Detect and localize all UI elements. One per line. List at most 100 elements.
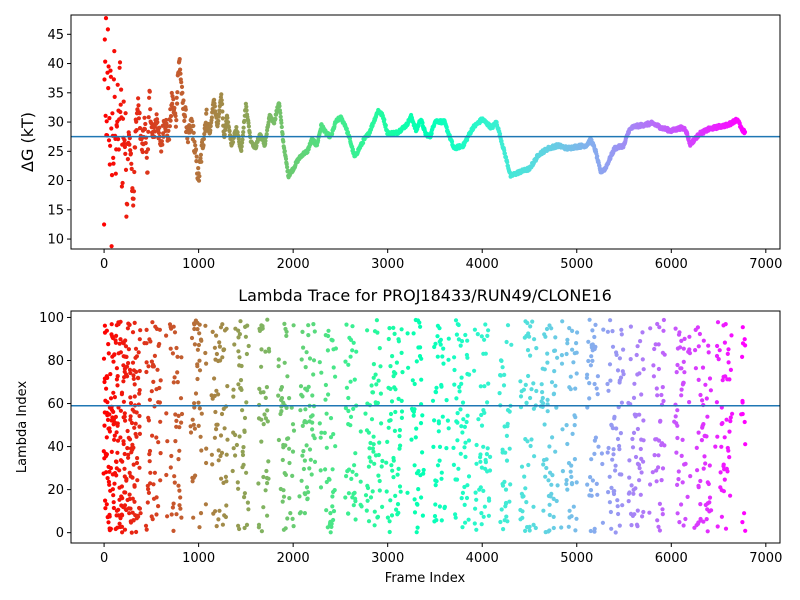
bottom-data-point: [390, 468, 395, 473]
bottom-data-point: [189, 335, 195, 341]
bottom-data-point: [654, 468, 659, 473]
bottom-data-point: [679, 387, 684, 392]
bottom-data-point: [131, 518, 136, 523]
bottom-data-point: [241, 445, 246, 450]
top-data-point: [174, 95, 179, 100]
bottom-data-point: [216, 458, 221, 463]
bottom-data-point: [421, 467, 426, 473]
bottom-data-point: [397, 434, 402, 439]
bottom-data-point: [380, 504, 385, 509]
top-data-point: [383, 123, 388, 128]
bottom-data-point: [727, 377, 732, 382]
bottom-data-point: [136, 350, 141, 355]
bottom-y-tick-label: 20: [47, 483, 64, 498]
bottom-data-point: [152, 470, 157, 475]
bottom-data-point: [564, 351, 569, 357]
bottom-data-point: [203, 350, 208, 356]
bottom-data-point: [497, 391, 502, 396]
bottom-x-tick-label: 7000: [749, 551, 782, 566]
bottom-data-point: [171, 528, 176, 534]
bottom-data-point: [108, 372, 113, 377]
bottom-data-point: [659, 442, 664, 448]
bottom-data-point: [523, 528, 528, 534]
bottom-data-point: [618, 375, 624, 380]
bottom-y-tick-label: 0: [56, 526, 64, 541]
bottom-data-point: [302, 510, 307, 516]
bottom-data-point: [244, 351, 249, 357]
top-data-point: [112, 49, 117, 54]
top-y-tick-label: 15: [47, 203, 64, 218]
bottom-data-point: [318, 435, 323, 440]
top-data-point: [242, 118, 247, 123]
bottom-data-point: [203, 323, 208, 328]
bottom-x-tick-label: 3000: [371, 551, 404, 566]
top-data-point: [125, 157, 130, 162]
bottom-data-point: [446, 336, 451, 341]
bottom-data-point: [503, 487, 509, 492]
bottom-data-point: [523, 486, 528, 491]
bottom-data-point: [368, 495, 374, 500]
top-data-point: [278, 114, 283, 119]
bottom-data-point: [358, 479, 363, 484]
bottom-data-point: [630, 445, 636, 450]
bottom-data-point: [388, 364, 393, 369]
bottom-data-point: [412, 510, 418, 515]
bottom-data-point: [348, 354, 353, 359]
bottom-data-point: [722, 340, 728, 345]
bottom-data-point: [714, 353, 720, 359]
bottom-data-point: [113, 459, 119, 464]
bottom-data-point: [460, 490, 465, 495]
bottom-data-point: [723, 374, 728, 379]
bottom-data-point: [569, 463, 574, 468]
top-data-point: [109, 244, 114, 249]
bottom-data-point: [440, 354, 445, 359]
top-data-point: [111, 161, 116, 166]
bottom-data-point: [377, 478, 382, 484]
bottom-data-point: [112, 481, 117, 486]
bottom-data-point: [438, 337, 443, 342]
bottom-data-point: [417, 320, 422, 325]
bottom-data-point: [120, 459, 125, 464]
bottom-data-point: [308, 457, 313, 462]
bottom-data-point: [740, 400, 745, 405]
bottom-data-point: [394, 507, 399, 512]
bottom-data-point: [124, 354, 129, 359]
bottom-data-point: [168, 346, 173, 351]
bottom-data-point: [595, 392, 600, 397]
bottom-data-point: [568, 387, 573, 392]
bottom-data-point: [257, 386, 262, 391]
bottom-data-point: [393, 409, 398, 415]
bottom-data-point: [265, 481, 270, 486]
bottom-data-point: [329, 524, 334, 530]
bottom-data-point: [130, 330, 136, 335]
bottom-data-point: [585, 372, 590, 377]
bottom-data-point: [482, 504, 487, 509]
bottom-data-point: [619, 327, 624, 332]
bottom-data-point: [687, 347, 692, 352]
bottom-data-point: [634, 522, 640, 527]
bottom-data-point: [396, 510, 401, 515]
bottom-data-point: [322, 430, 327, 435]
bottom-data-point: [396, 466, 401, 471]
bottom-data-point: [306, 384, 311, 389]
bottom-data-point: [209, 393, 214, 398]
bottom-data-point: [290, 473, 295, 478]
top-data-point: [192, 139, 197, 144]
bottom-data-point: [374, 382, 379, 387]
bottom-data-point: [544, 326, 550, 332]
bottom-data-point: [363, 411, 368, 416]
bottom-data-point: [236, 328, 241, 333]
bottom-data-point: [132, 320, 137, 325]
bottom-data-point: [131, 445, 136, 450]
bottom-data-point: [352, 377, 357, 382]
top-y-tick-label: 45: [47, 28, 64, 43]
bottom-x-tick-label: 0: [100, 551, 108, 566]
bottom-data-point: [421, 471, 426, 476]
bottom-data-point: [358, 429, 363, 434]
bottom-data-point: [110, 487, 115, 492]
bottom-data-point: [487, 468, 493, 473]
bottom-data-point: [728, 415, 733, 420]
bottom-data-point: [715, 343, 720, 349]
bottom-data-point: [589, 354, 594, 359]
bottom-data-point: [242, 428, 247, 433]
